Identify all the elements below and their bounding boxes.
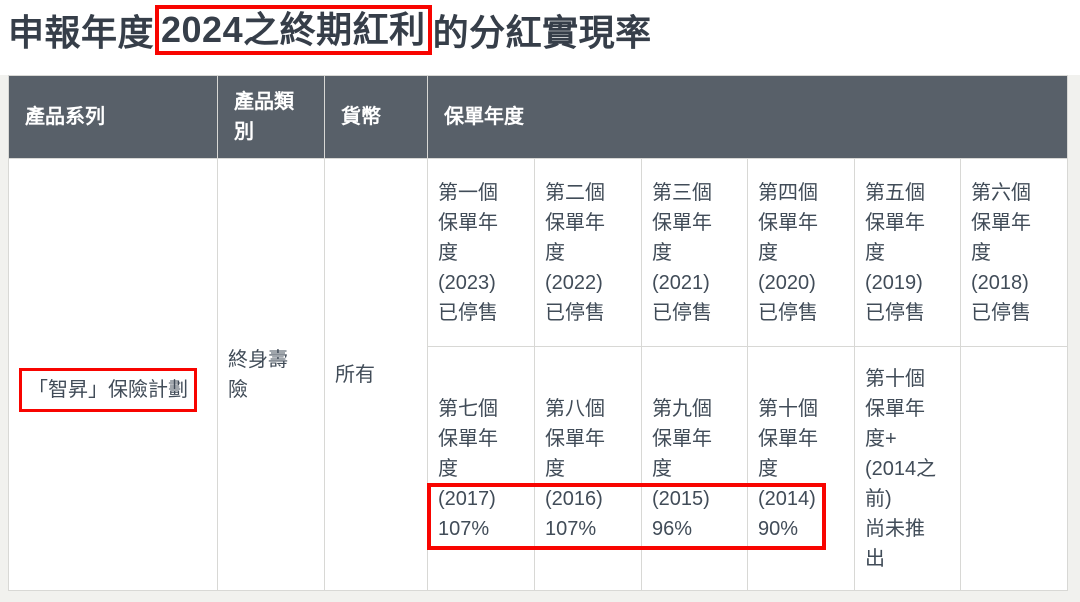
cell-policy-year-empty <box>959 346 1069 591</box>
cell-policy-year-1: 第一個 保單年 度 (2023) 已停售 <box>427 158 535 347</box>
header-policy-year: 保單年度 <box>426 75 1069 159</box>
cell-policy-year-8: 第八個 保單年 度 (2016) 107% <box>534 346 642 591</box>
cell-policy-year-10: 第十個 保單年 度 (2014) 90% <box>747 346 855 591</box>
header-row: 產品系列 產品類 別 貨幣 保單年度 <box>8 75 1069 159</box>
cell-policy-year-9: 第九個 保單年 度 (2015) 96% <box>641 346 748 591</box>
policy-years-row-1: 「智昇」保險計劃 終身壽 險 所有 第一個 保單年 度 (2023) 已停售 第… <box>8 158 1069 591</box>
product-series-highlight-box: 「智昇」保險計劃 <box>19 367 197 412</box>
header-currency: 貨幣 <box>324 75 428 159</box>
realization-rate-table: 產品系列 產品類 別 貨幣 保單年度 「智昇」保險計劃 終身壽 險 所有 第一個… <box>8 75 1069 591</box>
table-container: 產品系列 產品類 別 貨幣 保單年度 「智昇」保險計劃 終身壽 險 所有 第一個… <box>0 75 1080 602</box>
policy-years-row-2: 第七個 保單年 度 (2017) 107% 第八個 保單年 度 (2016) 1… <box>9 346 1069 591</box>
cell-policy-year-4: 第四個 保單年 度 (2020) 已停售 <box>747 158 855 347</box>
cell-currency: 所有 <box>324 158 428 591</box>
cell-policy-year-6: 第六個 保單年 度 (2018) 已停售 <box>959 158 1069 347</box>
cell-product-series: 「智昇」保險計劃 <box>8 158 218 591</box>
title-prefix: 申報年度 <box>8 12 155 53</box>
cell-policy-year-2: 第二個 保單年 度 (2022) 已停售 <box>534 158 642 347</box>
title-suffix: 的分紅實現率 <box>432 12 652 53</box>
cell-product-category: 終身壽 險 <box>217 158 325 591</box>
cell-policy-year-10-plus: 第十個 保單年 度+ (2014之 前) 尚未推 出 <box>854 346 961 591</box>
cell-policy-year-7: 第七個 保單年 度 (2017) 107% <box>427 346 535 591</box>
cell-policy-year-5: 第五個 保單年 度 (2019) 已停售 <box>854 158 961 347</box>
title-highlight-box: 2024之終期紅利 <box>155 5 432 55</box>
header-product-series: 產品系列 <box>8 75 218 159</box>
cell-policy-year-3: 第三個 保單年 度 (2021) 已停售 <box>641 158 748 347</box>
page-title: 申報年度 2024之終期紅利 的分紅實現率 <box>8 4 652 56</box>
header-product-category: 產品類 別 <box>217 75 325 159</box>
